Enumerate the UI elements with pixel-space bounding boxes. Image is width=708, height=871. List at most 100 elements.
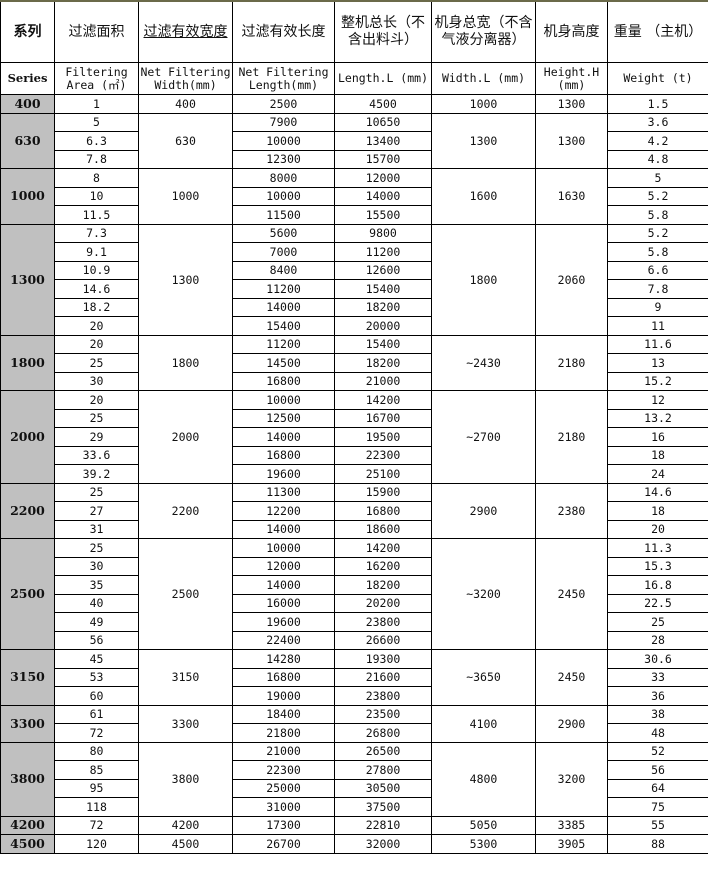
table-row: 20 15400 20000 11 [1,316,708,336]
total-length-cell: 14000 [334,186,432,206]
header-row-chinese: 系列 过滤面积 过滤有效宽度 过滤有效长度 整机总长（不含出料斗） 机身总宽（不… [0,0,708,63]
filtering-area-cell: 80 [54,741,139,761]
total-length-cell: 13400 [334,131,432,151]
total-length-cell: 19300 [334,649,432,669]
filtering-length-cell: 25000 [232,778,335,798]
filtering-area-cell: 7.8 [54,149,139,169]
total-length-cell: 16700 [334,408,432,428]
total-width-cell: ~3650 [431,649,536,706]
filtering-area-cell: 25 [54,408,139,428]
total-length-cell: 23500 [334,704,432,724]
filtering-length-cell: 2500 [232,94,335,114]
filtering-area-cell: 40 [54,593,139,613]
weight-cell: 38 [607,704,708,724]
filtering-area-cell: 25 [54,538,139,558]
filtering-length-cell: 31000 [232,797,335,817]
header-row-english: Series Filtering Area (㎡) Net Filtering … [0,62,708,95]
filtering-area-cell: 10 [54,186,139,206]
filtering-area-cell: 14.6 [54,279,139,299]
table-row: 18.2 14000 18200 9 [1,297,708,317]
series-cell: 4200 [0,815,55,835]
height-cell: 1300 [535,112,608,169]
filtering-width-cell: 4200 [138,815,233,835]
total-width-cell: 2900 [431,482,536,539]
table-row: 25 12500 16700 13.2 [1,408,708,428]
table-row: 60 19000 23800 36 [1,686,708,706]
total-length-cell: 12600 [334,260,432,280]
filtering-width-cell: 2000 [138,390,233,484]
header-total-length-en: Length.L (mm) [334,62,432,95]
filtering-length-cell: 15400 [232,316,335,336]
header-width-cn: 过滤有效宽度 [138,0,233,63]
filtering-length-cell: 16800 [232,667,335,687]
total-length-cell: 19500 [334,427,432,447]
weight-cell: 11 [607,316,708,336]
filtering-length-cell: 11300 [232,482,335,502]
filtering-length-cell: 21800 [232,723,335,743]
filtering-area-cell: 29 [54,427,139,447]
height-cell: 2180 [535,334,608,391]
header-total-width-en: Width.L (mm) [431,62,536,95]
weight-cell: 14.6 [607,482,708,502]
filtering-length-cell: 5600 [232,223,335,243]
filtering-area-cell: 7.3 [54,223,139,243]
table-row: 1300 7.3 1300 5600 9800 1800 2060 5.2 [0,223,708,336]
filtering-length-cell: 22400 [232,630,335,650]
weight-cell: 48 [607,723,708,743]
filtering-area-cell: 18.2 [54,297,139,317]
filtering-width-cell: 1800 [138,334,233,391]
header-total-width-cn: 机身总宽（不含气液分离器） [431,0,536,63]
total-length-cell: 14200 [334,390,432,410]
table-row: 7.8 12300 15700 4.8 [1,149,708,169]
filtering-length-cell: 12000 [232,556,335,576]
total-length-cell: 27800 [334,760,432,780]
weight-cell: 6.6 [607,260,708,280]
table-row: 3150 45 3150 14280 19300 ~3650 2450 30.6 [0,649,708,706]
height-cell: 1630 [535,168,608,225]
filtering-area-cell: 72 [54,723,139,743]
total-width-cell: 4100 [431,704,536,743]
table-row: 72 21800 26800 48 [1,723,708,743]
weight-cell: 16.8 [607,575,708,595]
height-cell: 2450 [535,649,608,706]
weight-cell: 36 [607,686,708,706]
height-cell: 2380 [535,482,608,539]
weight-cell: 3.6 [607,112,708,132]
filtering-area-cell: 30 [54,556,139,576]
total-length-cell: 15400 [334,279,432,299]
filtering-length-cell: 19600 [232,612,335,632]
filtering-area-cell: 5 [54,112,139,132]
series-cell: 2500 [0,538,55,650]
filtering-length-cell: 12200 [232,501,335,521]
table-row: 31 14000 18600 20 [1,519,708,539]
filtering-area-cell: 25 [54,482,139,502]
table-row: 95 25000 30500 64 [1,778,708,798]
total-length-cell: 22300 [334,445,432,465]
header-length-en: Net Filtering Length(mm) [232,62,335,95]
height-cell: 1300 [535,94,608,114]
weight-cell: 5.8 [607,205,708,225]
height-cell: 3905 [535,834,608,854]
filtering-area-cell: 49 [54,612,139,632]
filtering-area-cell: 53 [54,667,139,687]
total-length-cell: 12000 [334,168,432,188]
total-length-cell: 26800 [334,723,432,743]
filtering-area-cell: 10.9 [54,260,139,280]
height-cell: 3200 [535,741,608,817]
header-height-cn: 机身高度 [535,0,608,63]
filtering-area-cell: 20 [54,390,139,410]
filtering-length-cell: 22300 [232,760,335,780]
weight-cell: 9 [607,297,708,317]
table-row: 2000 20 2000 10000 14200 ~2700 2180 12 [0,390,708,484]
filtering-width-cell: 400 [138,94,233,114]
series-cell: 1300 [0,223,55,336]
filtering-area-cell: 45 [54,649,139,669]
weight-cell: 5.2 [607,186,708,206]
total-width-cell: 1000 [431,94,536,114]
total-length-cell: 22810 [334,815,432,835]
filtering-area-cell: 33.6 [54,445,139,465]
total-length-cell: 15700 [334,149,432,169]
filtering-length-cell: 8400 [232,260,335,280]
total-width-cell: ~3200 [431,538,536,650]
